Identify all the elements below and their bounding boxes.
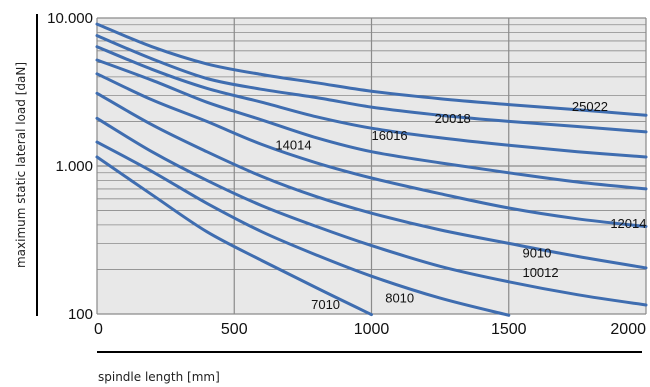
curve-20018 [95, 34, 648, 134]
y-axis-title: maximum static lateral load [daN] [14, 62, 28, 268]
y-tick-label: 100 [68, 306, 93, 323]
curve-label-25022: 25022 [572, 99, 608, 114]
curve-label-14014: 14014 [275, 138, 311, 153]
curves [95, 22, 648, 317]
curve-label-9010: 9010 [522, 246, 551, 261]
curve-label-12014: 12014 [610, 216, 646, 231]
x-axis-title: spindle length [mm] [98, 370, 220, 384]
curve-9010 [95, 116, 648, 307]
y-tick-label: 1.000 [55, 158, 93, 175]
curve-labels: 25022 20018 16016 14014 12014 9010 10012 8010 70… [275, 99, 646, 312]
x-tick-label: 500 [221, 321, 248, 338]
x-tick-label: 0 [94, 321, 103, 338]
y-tick-label: 10.000 [47, 10, 93, 27]
x-tick-label: 1500 [491, 321, 527, 338]
curve-25022 [95, 22, 648, 117]
curve-label-7010: 7010 [311, 297, 340, 312]
curve-label-20018: 20018 [435, 111, 471, 126]
curve-14014 [95, 58, 648, 191]
curve-16016 [95, 45, 648, 159]
tick-labels: 100 1.000 10.000 0 500 1000 1500 2000 [47, 10, 646, 338]
curve-label-10012: 10012 [522, 265, 558, 280]
curve-12014 [95, 72, 648, 228]
curve-10012 [95, 91, 648, 270]
curve-label-8010: 8010 [385, 290, 414, 305]
curve-label-16016: 16016 [372, 128, 408, 143]
curve-8010 [95, 140, 511, 317]
curve-7010 [95, 155, 373, 317]
x-tick-label: 2000 [610, 321, 646, 338]
x-tick-label: 1000 [354, 321, 390, 338]
